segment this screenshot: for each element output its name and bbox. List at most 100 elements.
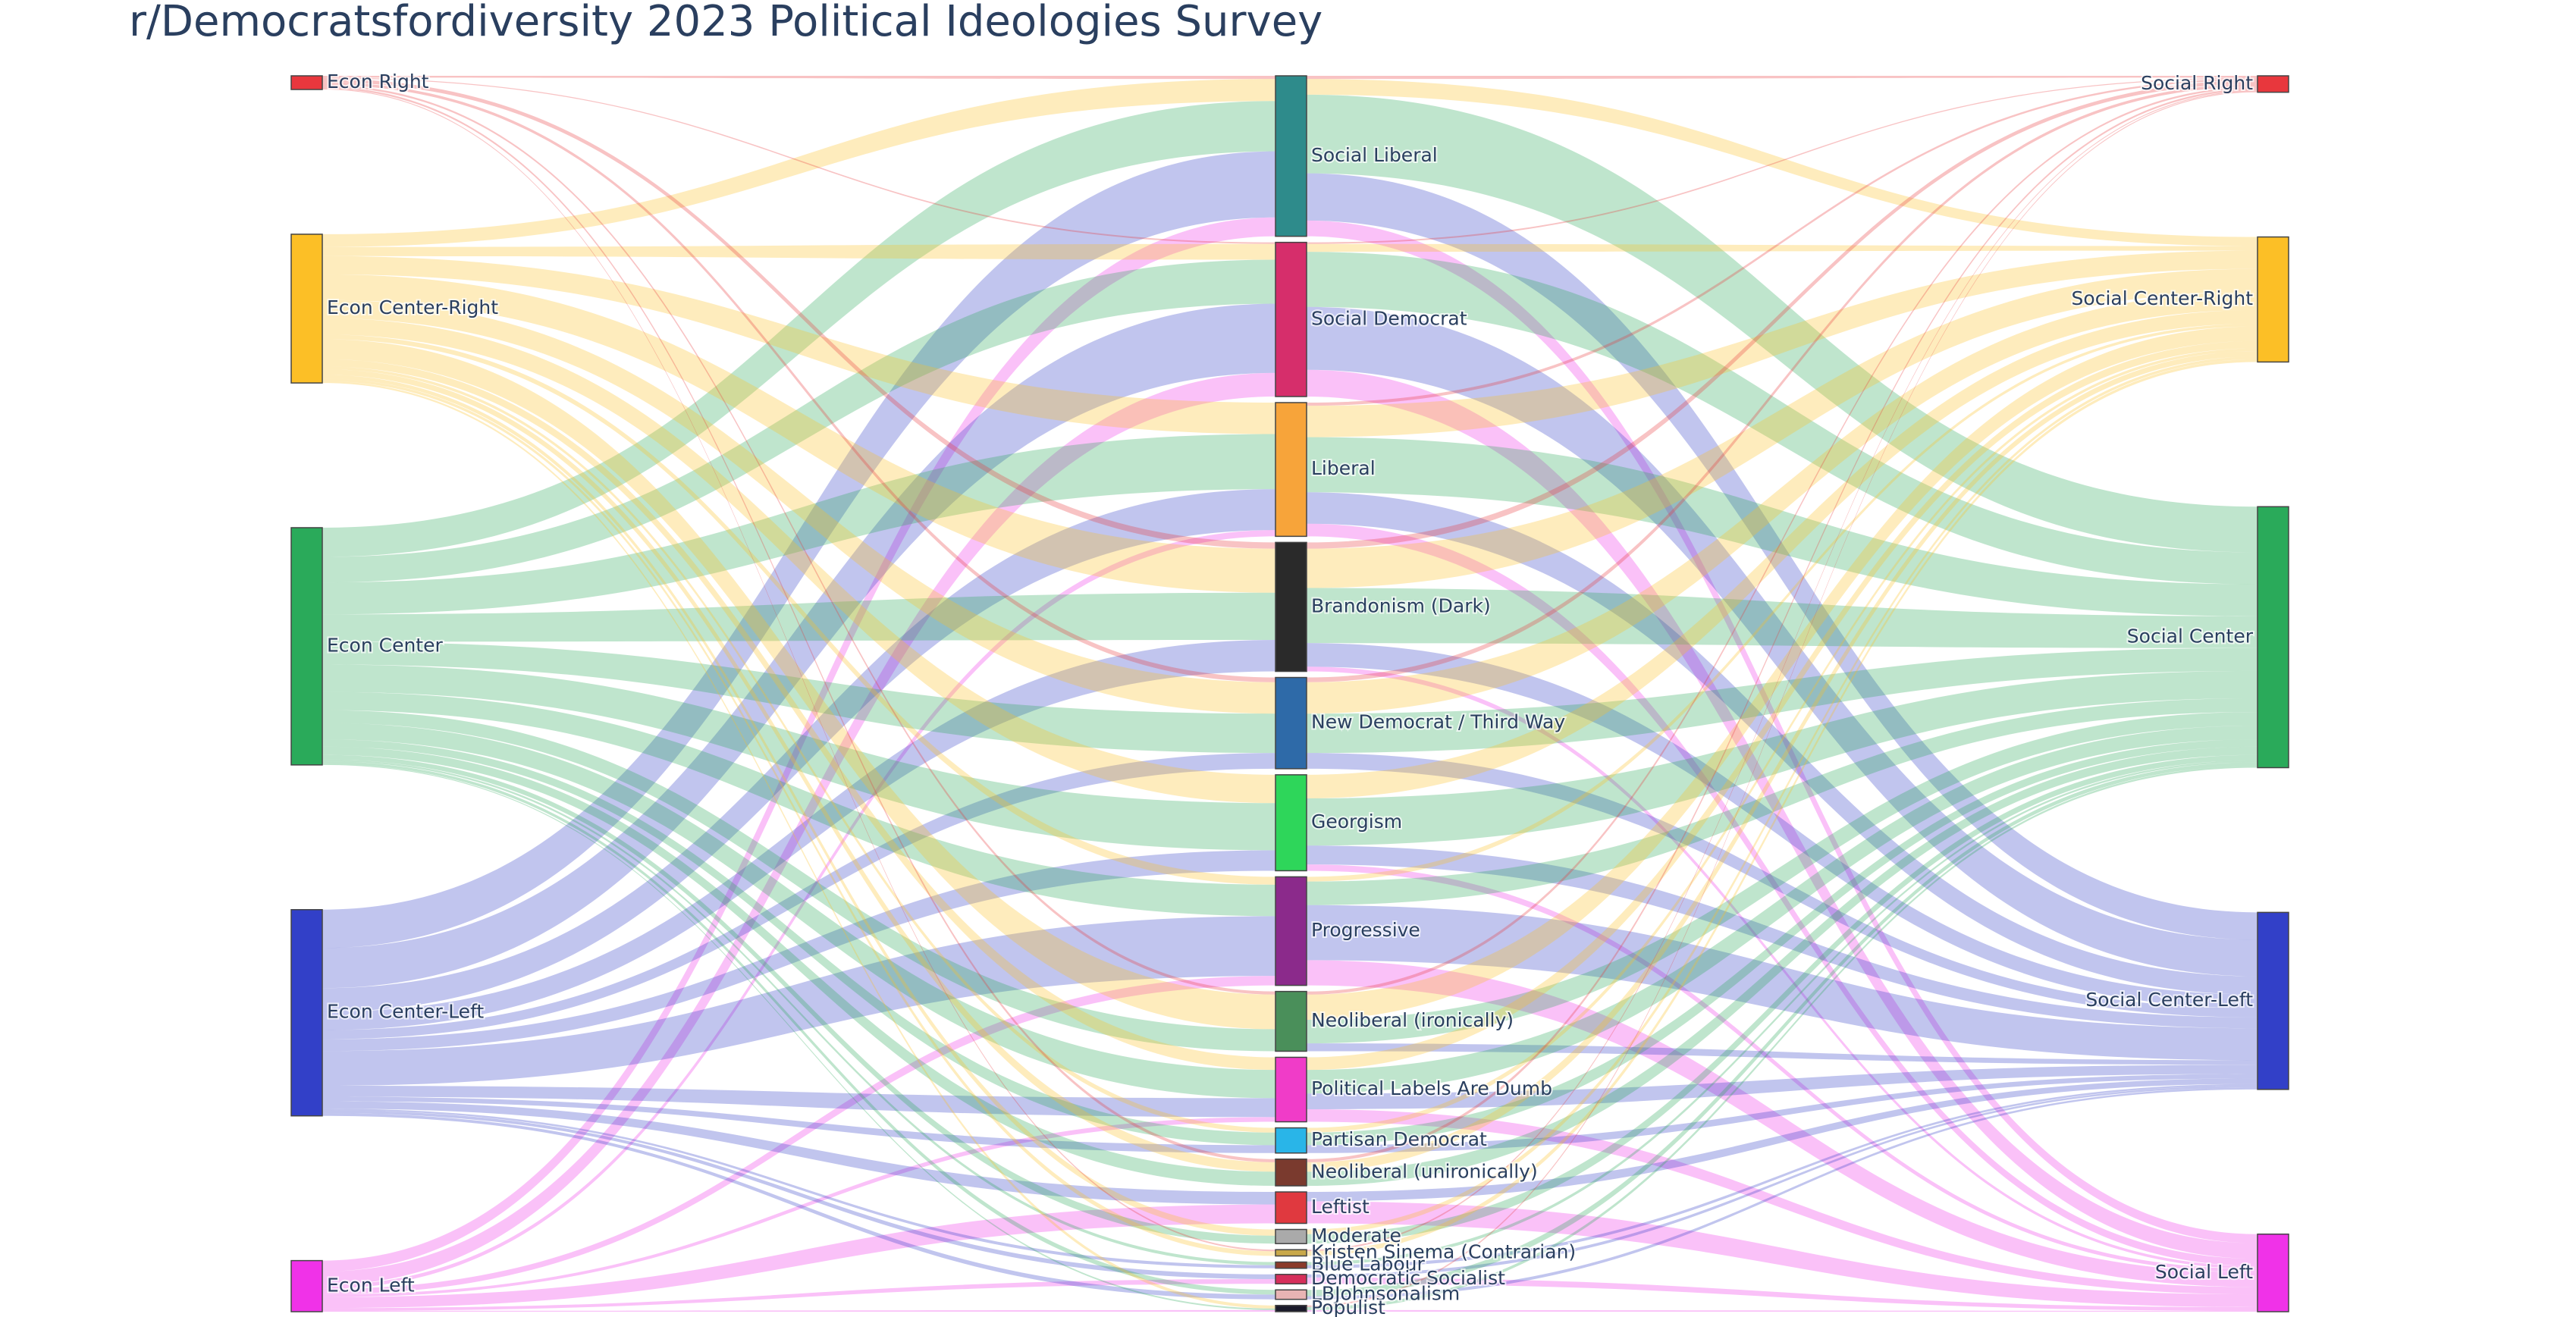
link — [1307, 753, 2258, 1018]
link — [322, 976, 1275, 1295]
link — [1307, 643, 2258, 1008]
link — [322, 739, 1275, 1146]
node — [1275, 1191, 1307, 1224]
link — [1307, 905, 2258, 1061]
link — [1307, 80, 2258, 549]
node — [1275, 876, 1307, 986]
link — [1307, 746, 2258, 1187]
link — [322, 640, 1275, 1030]
link — [322, 334, 1275, 885]
link — [322, 1204, 1275, 1309]
link — [322, 79, 1275, 247]
link — [322, 850, 1275, 1052]
node-label: Econ Center-Right — [327, 296, 498, 318]
node — [1275, 1289, 1307, 1300]
node — [1275, 1274, 1307, 1285]
link — [322, 369, 1275, 1172]
link — [1307, 79, 2258, 246]
link — [1307, 726, 2258, 1094]
link — [1307, 340, 2258, 1071]
link — [1307, 670, 2258, 846]
link — [322, 256, 1275, 434]
link — [1307, 220, 2258, 1243]
node — [2257, 236, 2289, 363]
link — [1307, 712, 2258, 1044]
node — [290, 75, 323, 90]
node — [2257, 911, 2289, 1090]
link — [1307, 760, 2258, 1265]
link — [322, 592, 1275, 642]
link — [322, 378, 1275, 1256]
node-label: Neoliberal (ironically) — [1311, 1009, 1514, 1031]
link — [322, 916, 1275, 1087]
node — [1275, 676, 1307, 770]
link — [322, 1101, 1275, 1205]
link — [322, 641, 1275, 754]
node-label: Social Democrat — [1311, 307, 1467, 329]
link — [1307, 76, 2258, 80]
node — [290, 527, 323, 766]
link — [1307, 350, 2258, 1172]
link — [1307, 1309, 2258, 1312]
link — [322, 366, 1275, 1133]
node-label: Blue Labour — [1311, 1253, 1426, 1275]
node — [1275, 1249, 1307, 1257]
node — [290, 234, 323, 384]
node-label: Georgism — [1311, 811, 1402, 833]
link — [322, 151, 1275, 949]
link — [1307, 91, 2258, 1307]
link — [322, 217, 1275, 1272]
link — [322, 299, 1275, 714]
node-label: Social Right — [2141, 72, 2253, 94]
node-label: Econ Left — [327, 1274, 415, 1296]
link — [1307, 173, 2258, 940]
node — [1275, 241, 1307, 397]
link — [1307, 268, 2258, 588]
link — [1307, 323, 2258, 882]
link — [1307, 309, 2258, 798]
link — [1307, 356, 2258, 1234]
node-label: Econ Center — [327, 634, 443, 656]
link — [1307, 88, 2258, 1162]
node-label: Political Labels Are Dumb — [1311, 1077, 1552, 1099]
node — [290, 1259, 323, 1312]
node — [1275, 774, 1307, 872]
node-label: Social Center-Right — [2072, 287, 2254, 309]
link — [1307, 369, 2258, 1259]
link — [1307, 77, 2258, 244]
link — [322, 375, 1275, 1236]
link — [1307, 90, 2258, 1252]
link — [1307, 1086, 2258, 1278]
chart-title: r/Democratsfordiversity 2023 Political I… — [129, 0, 1323, 46]
link — [1307, 754, 2258, 1244]
link — [322, 1117, 1275, 1297]
link — [1307, 1108, 2258, 1295]
link — [322, 754, 1275, 1244]
node-label: Social Left — [2155, 1261, 2253, 1283]
link — [322, 746, 1275, 1187]
link — [322, 86, 1275, 1162]
node — [1275, 1228, 1307, 1244]
node — [1275, 1261, 1307, 1269]
link — [1307, 94, 2258, 553]
node-label: Progressive — [1311, 919, 1420, 941]
node-label: Econ Center-Left — [327, 1001, 484, 1023]
link — [322, 243, 1275, 260]
link — [1307, 1043, 2258, 1065]
link — [1307, 1078, 2258, 1202]
node — [1275, 990, 1307, 1052]
link — [1307, 523, 2258, 1266]
link — [322, 691, 1275, 917]
link — [322, 1113, 1275, 1300]
node-label: Social Liberal — [1311, 144, 1438, 166]
node-label: New Democrat / Third Way — [1311, 711, 1565, 733]
link — [322, 489, 1275, 1012]
link — [1307, 739, 2258, 1146]
link — [322, 303, 1275, 989]
link — [1307, 348, 2258, 1133]
link — [1307, 1074, 2258, 1153]
node — [2257, 1233, 2289, 1312]
node — [1275, 1056, 1307, 1123]
link — [1307, 864, 2258, 1273]
